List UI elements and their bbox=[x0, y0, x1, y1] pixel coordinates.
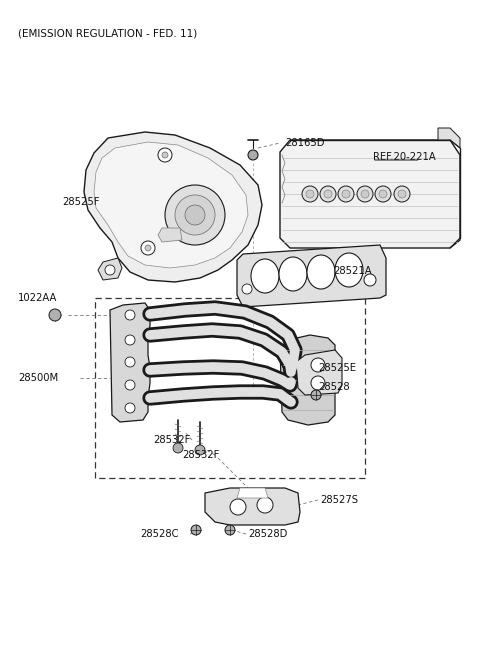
Circle shape bbox=[342, 190, 350, 198]
Text: REF.20-221A: REF.20-221A bbox=[373, 152, 436, 162]
Polygon shape bbox=[280, 140, 460, 248]
Ellipse shape bbox=[307, 255, 335, 289]
Circle shape bbox=[145, 245, 151, 251]
Polygon shape bbox=[280, 335, 335, 425]
Circle shape bbox=[324, 190, 332, 198]
Text: 28528C: 28528C bbox=[140, 529, 179, 539]
Circle shape bbox=[125, 380, 135, 390]
Text: 28525F: 28525F bbox=[62, 197, 99, 207]
Circle shape bbox=[191, 525, 201, 535]
Text: 28532F: 28532F bbox=[153, 435, 191, 445]
Circle shape bbox=[320, 186, 336, 202]
Circle shape bbox=[248, 150, 258, 160]
Text: 28521A: 28521A bbox=[333, 266, 372, 276]
Circle shape bbox=[230, 499, 246, 515]
Circle shape bbox=[125, 357, 135, 367]
Circle shape bbox=[398, 190, 406, 198]
Circle shape bbox=[125, 310, 135, 320]
Ellipse shape bbox=[335, 253, 363, 287]
Circle shape bbox=[173, 443, 183, 453]
Text: (EMISSION REGULATION - FED. 11): (EMISSION REGULATION - FED. 11) bbox=[18, 28, 197, 38]
Text: 28527S: 28527S bbox=[320, 495, 358, 505]
Circle shape bbox=[379, 190, 387, 198]
Circle shape bbox=[195, 445, 205, 455]
Text: 28532F: 28532F bbox=[182, 450, 219, 460]
Polygon shape bbox=[205, 488, 300, 525]
Ellipse shape bbox=[279, 257, 307, 291]
Ellipse shape bbox=[251, 259, 279, 293]
Circle shape bbox=[394, 186, 410, 202]
Circle shape bbox=[357, 186, 373, 202]
Text: 28528D: 28528D bbox=[248, 529, 288, 539]
Circle shape bbox=[141, 241, 155, 255]
Text: 28500M: 28500M bbox=[18, 373, 58, 383]
Circle shape bbox=[49, 309, 61, 321]
Circle shape bbox=[165, 185, 225, 245]
Text: 28528: 28528 bbox=[318, 382, 349, 392]
Circle shape bbox=[185, 205, 205, 225]
Circle shape bbox=[338, 186, 354, 202]
Circle shape bbox=[158, 148, 172, 162]
Circle shape bbox=[257, 497, 273, 513]
Polygon shape bbox=[94, 142, 248, 268]
Circle shape bbox=[162, 152, 168, 158]
Circle shape bbox=[175, 195, 215, 235]
Circle shape bbox=[306, 190, 314, 198]
Text: 28165D: 28165D bbox=[285, 138, 324, 148]
Circle shape bbox=[375, 186, 391, 202]
Circle shape bbox=[311, 390, 321, 400]
Circle shape bbox=[311, 376, 325, 390]
Polygon shape bbox=[237, 245, 386, 307]
Circle shape bbox=[125, 403, 135, 413]
Polygon shape bbox=[296, 350, 342, 395]
Circle shape bbox=[105, 265, 115, 275]
Polygon shape bbox=[237, 488, 268, 498]
Polygon shape bbox=[438, 128, 460, 148]
Circle shape bbox=[225, 525, 235, 535]
Text: 1022AA: 1022AA bbox=[18, 293, 58, 303]
Polygon shape bbox=[158, 228, 182, 242]
Polygon shape bbox=[110, 303, 150, 422]
Circle shape bbox=[361, 190, 369, 198]
Circle shape bbox=[302, 186, 318, 202]
Circle shape bbox=[364, 274, 376, 286]
Circle shape bbox=[125, 335, 135, 345]
Text: 28525E: 28525E bbox=[318, 363, 356, 373]
Polygon shape bbox=[98, 258, 122, 280]
Circle shape bbox=[242, 284, 252, 294]
Polygon shape bbox=[84, 132, 262, 282]
Circle shape bbox=[311, 358, 325, 372]
